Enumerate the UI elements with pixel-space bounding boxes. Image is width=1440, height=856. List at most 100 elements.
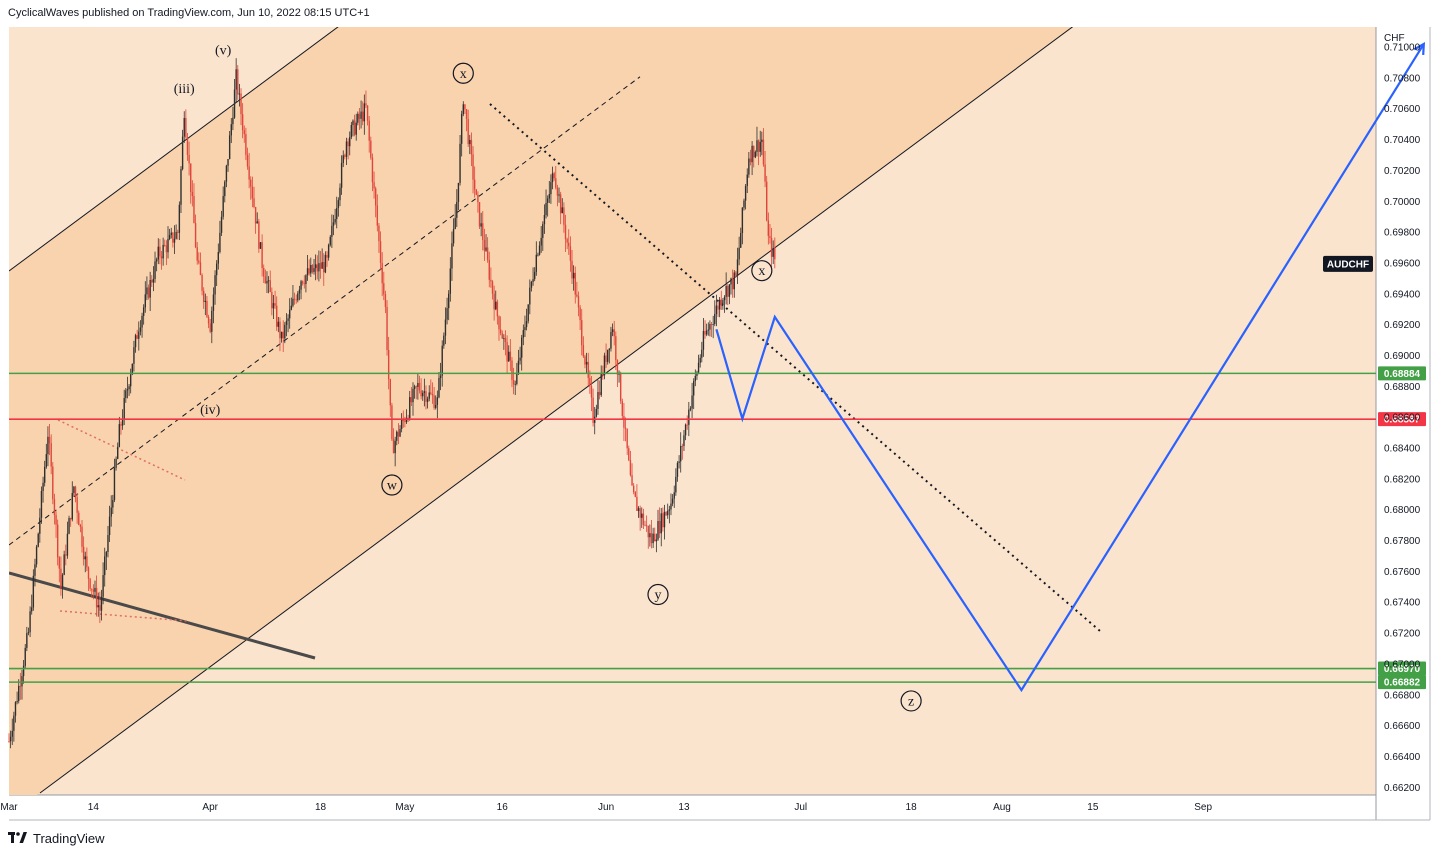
candle-body (590, 386, 593, 398)
candle-body (266, 281, 268, 284)
candle (76, 493, 78, 524)
candle (347, 138, 349, 160)
candle-body (105, 551, 108, 557)
candle (553, 171, 555, 181)
candle (89, 577, 91, 592)
candle-body (751, 145, 753, 163)
wave-label-circle (900, 690, 922, 712)
candle (391, 402, 393, 441)
candle (681, 443, 684, 460)
candle-body (186, 137, 189, 155)
candle (332, 214, 335, 236)
candle (671, 494, 674, 507)
candle-body (772, 248, 774, 257)
candle-body (430, 392, 432, 394)
candle (477, 191, 479, 213)
candle-body (597, 392, 599, 409)
candle-body (344, 155, 346, 157)
candle-body (230, 124, 232, 136)
candle (358, 108, 361, 130)
candle (576, 281, 578, 298)
candle (285, 313, 288, 337)
candle (18, 679, 20, 704)
candle (704, 320, 706, 339)
candle (350, 121, 353, 140)
candle (334, 208, 336, 225)
candle-body (146, 287, 148, 295)
candle-body (574, 272, 576, 295)
candle-body (45, 454, 48, 467)
candle-body (603, 355, 606, 376)
candle-body (264, 276, 267, 284)
candle-body (240, 93, 242, 115)
candle (87, 566, 90, 592)
candle (100, 589, 103, 621)
candle-body (566, 239, 568, 243)
candle-body (391, 405, 393, 440)
candle-body (543, 215, 546, 225)
candle (548, 180, 550, 204)
tradingview-footer[interactable]: TradingView (8, 828, 105, 848)
candle-body (181, 136, 184, 170)
wave-label-z: z (900, 690, 922, 712)
candle (305, 274, 307, 293)
candle-body (204, 300, 207, 302)
candle-body (206, 300, 208, 317)
candle-body (155, 259, 158, 262)
descending-trendline (489, 103, 1101, 632)
candle-body (418, 382, 421, 391)
candle (574, 266, 576, 304)
candle-body (227, 159, 229, 166)
candle-body (517, 360, 520, 374)
candle-body (413, 386, 416, 389)
candle (199, 252, 202, 276)
candle-body (634, 491, 636, 497)
candle-body (13, 715, 15, 731)
candle (417, 372, 419, 400)
candle (584, 354, 586, 369)
candle-body (684, 424, 687, 436)
candle (256, 212, 258, 224)
candle (97, 592, 99, 617)
level-tag-bg (1378, 412, 1426, 427)
candle-body (293, 298, 296, 300)
time-axis[interactable]: Mar 14 Apr 18 May 16 Jun 13 Jul 18 Aug 15 Sep (0, 802, 1212, 813)
candle (705, 323, 708, 337)
candle-body (336, 208, 338, 220)
candle (342, 150, 344, 168)
candle (250, 176, 252, 200)
candle (379, 231, 382, 271)
candle-body (280, 331, 283, 339)
candle-body (263, 268, 265, 277)
candle-body (136, 335, 138, 339)
candle-body (550, 182, 552, 195)
candle (422, 390, 424, 401)
price-axis[interactable]: 0.688840.685870.669700.66882AUDCHFCHF0.7… (1323, 33, 1426, 794)
candle (175, 224, 177, 240)
candle-body (749, 158, 752, 163)
level-tag-label: 0.66882 (1384, 678, 1421, 689)
candle-body (496, 301, 499, 317)
candle (564, 214, 567, 252)
candle-body (454, 217, 456, 230)
candle-body (167, 238, 169, 253)
candle (413, 384, 416, 399)
candle-body (342, 155, 344, 163)
projection-arrowhead (1413, 42, 1426, 56)
candle (514, 380, 516, 396)
candle-body (76, 497, 78, 513)
time-tick-10: Aug (993, 802, 1011, 813)
level-tag-label: 0.68587 (1384, 415, 1421, 426)
candle (572, 265, 575, 291)
price-tick-23: 0.66400 (1384, 752, 1421, 763)
candle-body (641, 513, 643, 518)
candle (532, 267, 534, 286)
candle-body (744, 186, 747, 201)
candle (430, 379, 432, 396)
candle (251, 176, 254, 208)
candle (654, 527, 656, 542)
candle (290, 297, 293, 311)
candle (293, 292, 296, 305)
candle-body (709, 324, 711, 330)
